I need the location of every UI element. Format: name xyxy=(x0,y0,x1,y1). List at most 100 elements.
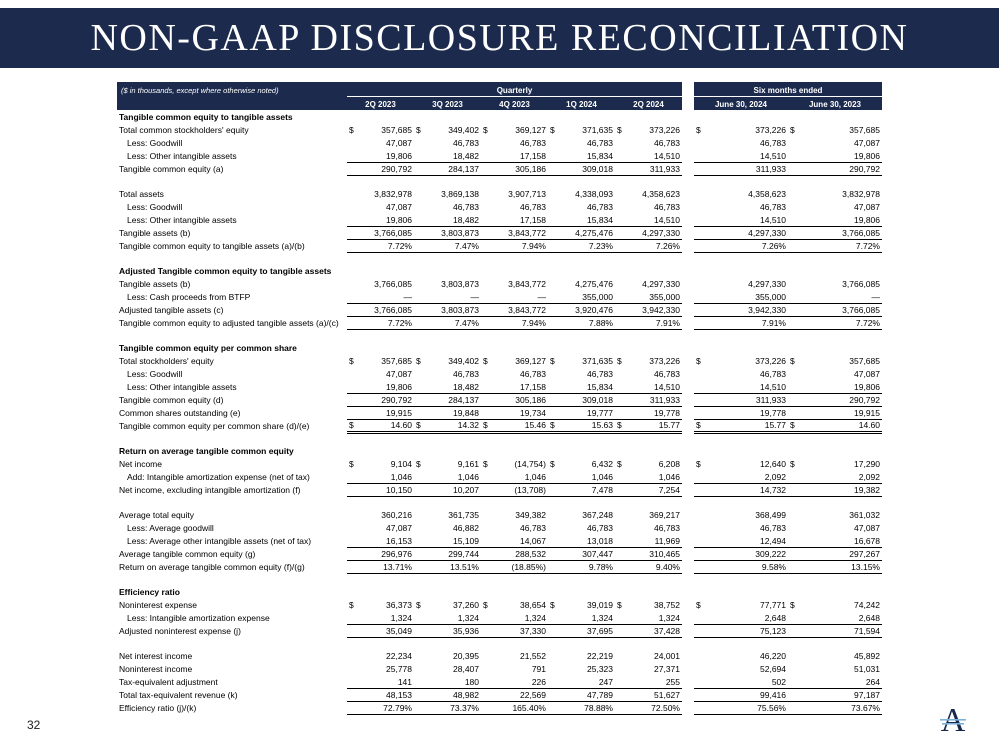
value-cell: 3,766,085 xyxy=(347,225,414,240)
value-cell xyxy=(414,264,481,277)
currency-symbol: $ xyxy=(617,419,622,430)
value-cell: 7,254 xyxy=(615,482,682,497)
value-cell: 19,778 xyxy=(654,407,680,418)
value-cell xyxy=(788,341,882,354)
table-row: Adjusted tangible assets (c) 3,766,085 3,8… xyxy=(117,302,882,317)
value-cell: 290,792 xyxy=(347,392,414,407)
value-cell: 3,803,873 xyxy=(414,225,481,240)
value-cell: $373,226 xyxy=(617,125,680,135)
column-header-row: 2Q 2023 3Q 2023 4Q 2023 1Q 2024 2Q 2024 … xyxy=(117,96,882,110)
value-cell: 284,137 xyxy=(414,392,481,407)
currency-symbol: $ xyxy=(349,125,354,135)
currency-symbol: $ xyxy=(696,459,701,469)
value-cell: 18,482 xyxy=(453,381,479,392)
currency-symbol: $ xyxy=(416,600,421,610)
value-cell: 355,000 xyxy=(649,291,680,302)
blank-cell xyxy=(117,329,882,341)
table-row: Total tax-equivalent revenue (k) 48,153 48… xyxy=(117,687,882,702)
value-cell: 4,297,330 xyxy=(642,279,680,289)
row-label: Less: Other intangible assets xyxy=(127,215,237,225)
value-cell: 355,000 xyxy=(582,291,613,302)
column-gap xyxy=(682,419,694,432)
row-label: Tangible assets (b) xyxy=(119,228,191,238)
row-label: Noninterest expense xyxy=(119,600,197,610)
value-cell: 305,186 xyxy=(481,161,548,176)
currency-symbol: $ xyxy=(550,459,555,469)
value-cell: 22,219 xyxy=(587,651,613,661)
value-cell: 7,478 xyxy=(548,482,615,497)
value-cell: 15,834 xyxy=(587,150,613,161)
value-cell: 52,694 xyxy=(760,664,786,674)
value-cell: 24,001 xyxy=(654,651,680,661)
row-label: Total assets xyxy=(119,189,164,199)
spacer-row xyxy=(117,252,882,264)
value-cell: 19,778 xyxy=(760,407,786,418)
value-cell: 1,046 xyxy=(457,471,479,482)
value-cell: 46,783 xyxy=(760,523,786,533)
column-gap xyxy=(682,624,694,637)
value-cell: 19,848 xyxy=(453,407,479,418)
value-cell: 7.72% xyxy=(347,316,414,330)
blank-cell xyxy=(117,252,882,264)
spacer-row xyxy=(117,432,882,444)
table-row: Total assets 3,832,978 3,869,138 3,907,713 4… xyxy=(117,187,882,200)
currency-symbol: $ xyxy=(617,356,622,366)
value-cell xyxy=(548,110,615,123)
currency-symbol: $ xyxy=(550,419,555,430)
currency-symbol: $ xyxy=(416,125,421,135)
value-cell: $371,635 xyxy=(550,125,613,135)
value-cell: 46,783 xyxy=(760,369,786,379)
value-cell: 47,789 xyxy=(548,687,615,702)
value-cell: 3,832,978 xyxy=(842,189,880,199)
row-label: Net interest income xyxy=(119,651,193,661)
value-cell: 19,382 xyxy=(788,482,882,497)
value-cell: 3,766,085 xyxy=(788,225,882,240)
value-cell: 290,792 xyxy=(347,161,414,176)
value-cell: 46,783 xyxy=(520,369,546,379)
table-row: Tangible common equity (d) 290,792 284,137… xyxy=(117,392,882,407)
value-cell xyxy=(414,110,481,123)
value-cell: 75,123 xyxy=(694,623,788,638)
value-cell: 3,843,772 xyxy=(481,302,548,317)
value-cell: 46,783 xyxy=(654,138,680,148)
table-row: Less: Intangible amortization expense 1,3… xyxy=(117,611,882,624)
value-cell xyxy=(615,341,682,354)
value-cell xyxy=(615,110,682,123)
row-label: Less: Average other intangible assets (n… xyxy=(127,536,312,546)
value-cell: $37,260 xyxy=(416,600,479,610)
value-cell: 47,087 xyxy=(386,138,412,148)
group-header-row: ($ in thousands, except where otherwise … xyxy=(117,82,882,97)
value-cell: 19,777 xyxy=(587,407,613,418)
value-cell: $357,685 xyxy=(349,356,412,366)
value-cell: 367,248 xyxy=(582,510,613,520)
row-label: Net income, excluding intangible amortiz… xyxy=(119,485,301,495)
value-cell: 309,222 xyxy=(694,546,788,561)
value-cell: $9,161 xyxy=(416,459,479,469)
row-label: Return on average tangible common equity… xyxy=(119,562,305,572)
table-row: Tangible assets (b) 3,766,085 3,803,873 3,8… xyxy=(117,225,882,240)
value-cell xyxy=(481,444,548,457)
value-cell: 14,510 xyxy=(760,214,786,225)
value-cell: 19,806 xyxy=(386,381,412,392)
value-cell xyxy=(481,264,548,277)
table-row: Total common stockholders' equity $357,68… xyxy=(117,123,882,136)
value-cell: 46,783 xyxy=(760,138,786,148)
currency-symbol: $ xyxy=(483,459,488,469)
value-cell: 309,018 xyxy=(548,392,615,407)
value-cell: $77,771 xyxy=(696,600,786,610)
value-cell: — xyxy=(403,291,413,302)
column-gap xyxy=(682,213,694,226)
row-label: Efficiency ratio (j)/(k) xyxy=(119,703,197,713)
value-cell xyxy=(347,264,414,277)
currency-symbol: $ xyxy=(550,600,555,610)
value-cell: $357,685 xyxy=(790,125,880,135)
value-cell: 3,766,085 xyxy=(347,302,414,317)
value-cell: 10,150 xyxy=(347,482,414,497)
column-gap xyxy=(682,675,694,688)
value-cell: 4,358,623 xyxy=(748,189,786,199)
blank-cell xyxy=(117,573,882,585)
value-cell: 368,499 xyxy=(755,510,786,520)
value-cell: 46,783 xyxy=(520,138,546,148)
value-cell xyxy=(788,264,882,277)
value-cell: $373,226 xyxy=(617,356,680,366)
